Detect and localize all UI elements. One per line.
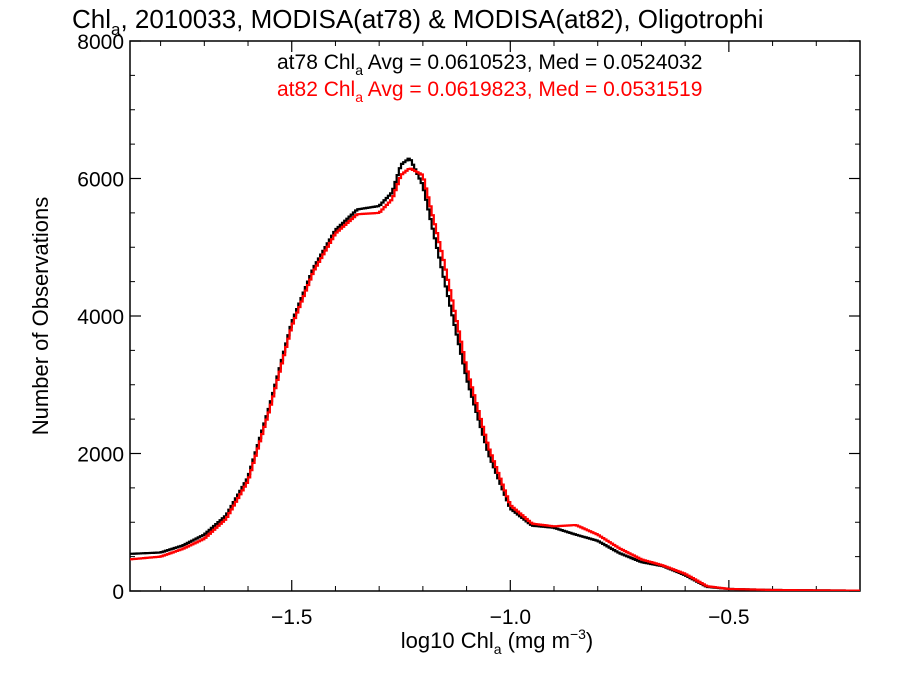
- y-axis-label: Number of Observations: [28, 197, 53, 435]
- x-axis-label-close: ): [586, 628, 593, 653]
- x-tick-label: −1.0: [490, 606, 531, 629]
- x-axis-label: log10 Chla (mg m−3): [401, 626, 594, 657]
- x-axis-label-subscript: a: [494, 641, 502, 657]
- chart-title: Chla, 2010033, MODISA(at78) & MODISA(at8…: [72, 4, 764, 39]
- chart-title-rest: , 2010033, MODISA(at78) & MODISA(at82), …: [120, 4, 763, 34]
- x-axis-label-main: log10 Chl: [401, 628, 494, 653]
- x-tick-label: −1.5: [271, 606, 312, 629]
- annotation-at78: at78 Chla Avg = 0.0610523, Med = 0.05240…: [277, 51, 702, 78]
- y-tick-label: 2000: [77, 444, 124, 467]
- x-axis-label-superscript: −3: [570, 626, 586, 642]
- y-tick-label: 8000: [77, 31, 124, 54]
- series-line-at82: [130, 167, 860, 591]
- y-tick-label: 4000: [77, 306, 124, 329]
- x-tick-label: −0.5: [708, 606, 749, 629]
- x-axis-label-unit: (mg m: [502, 628, 570, 653]
- annotation-at82: at82 Chla Avg = 0.0619823, Med = 0.05315…: [277, 78, 702, 105]
- chart-title-subscript: a: [111, 20, 121, 39]
- series-line-at78: [130, 157, 860, 591]
- plot-frame: [129, 40, 861, 592]
- series-layer: [130, 157, 860, 591]
- x-axis: −1.5 −1.0 −0.5: [160, 41, 861, 629]
- y-tick-label: 6000: [77, 169, 124, 192]
- y-tick-label: 0: [112, 581, 124, 604]
- chart-title-main: Chl: [72, 4, 111, 34]
- y-axis: 0 2000 4000 6000 8000: [77, 31, 860, 604]
